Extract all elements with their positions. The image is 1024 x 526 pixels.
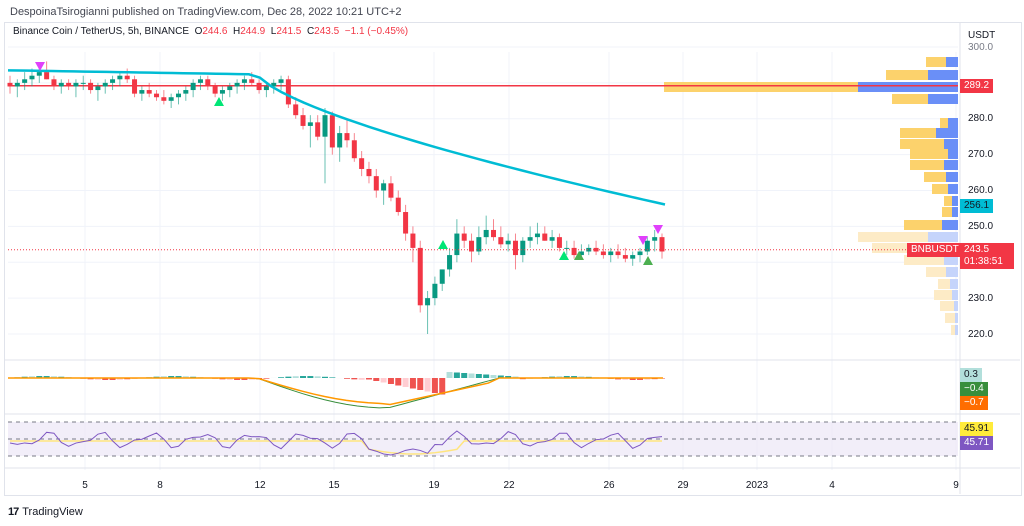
close-value: 243.5 [314, 26, 340, 37]
symbol-legend: Binance Coin / TetherUS, 5h, BINANCE O24… [13, 26, 408, 37]
open-value: 244.6 [202, 26, 228, 37]
price-tick: 220.0 [968, 329, 994, 340]
macd-signal-tag: −0.7 [960, 396, 988, 410]
tradingview-brand[interactable]: 17 TradingView [8, 506, 83, 518]
time-tick: 2023 [745, 480, 769, 491]
low-value: 241.5 [276, 26, 302, 37]
time-tick: 5 [82, 480, 88, 491]
time-tick: 9 [953, 480, 959, 491]
symbol-tag: BNBUSDT [907, 243, 963, 257]
price-tick: 260.0 [968, 185, 994, 196]
time-tick: 15 [328, 480, 340, 491]
change-value: −1.1 (−0.45%) [344, 26, 409, 37]
rsi-tag: 45.71 [960, 436, 994, 450]
time-tick: 19 [428, 480, 440, 491]
macd-line-tag: −0.4 [960, 382, 988, 396]
low-label: L [270, 26, 277, 37]
price-tick: 250.0 [968, 221, 994, 232]
time-tick: 29 [677, 480, 689, 491]
price-tick: 300.0 [968, 42, 994, 53]
time-tick: 8 [157, 480, 163, 491]
symbol-name[interactable]: Binance Coin / TetherUS, 5h, BINANCE [13, 26, 190, 37]
time-tick: 4 [829, 480, 835, 491]
time-tick: 26 [603, 480, 615, 491]
price-tick: 230.0 [968, 293, 994, 304]
bar-countdown: 01:38:51 [964, 256, 1003, 267]
resistance-price-tag: 289.2 [960, 79, 994, 93]
publisher-line: DespoinaTsirogianni published on Trading… [10, 6, 402, 18]
high-label: H [232, 26, 241, 37]
brand-name: TradingView [22, 506, 83, 518]
time-tick: 22 [503, 480, 515, 491]
high-value: 244.9 [240, 26, 266, 37]
tradingview-logo-icon: 17 [8, 506, 19, 518]
last-price-tag: 243.5 01:38:51 [960, 243, 1014, 269]
price-tick: 280.0 [968, 113, 994, 124]
chart-frame [4, 22, 1022, 496]
open-label: O [194, 26, 203, 37]
close-label: C [306, 26, 315, 37]
currency-label: USDT [968, 30, 996, 41]
time-tick: 12 [254, 480, 266, 491]
rsi-ma-tag: 45.91 [960, 422, 994, 436]
last-price-value: 243.5 [964, 244, 990, 255]
ma-price-tag: 256.1 [960, 199, 994, 213]
price-tick: 270.0 [968, 149, 994, 160]
macd-histogram-tag: 0.3 [960, 368, 982, 382]
